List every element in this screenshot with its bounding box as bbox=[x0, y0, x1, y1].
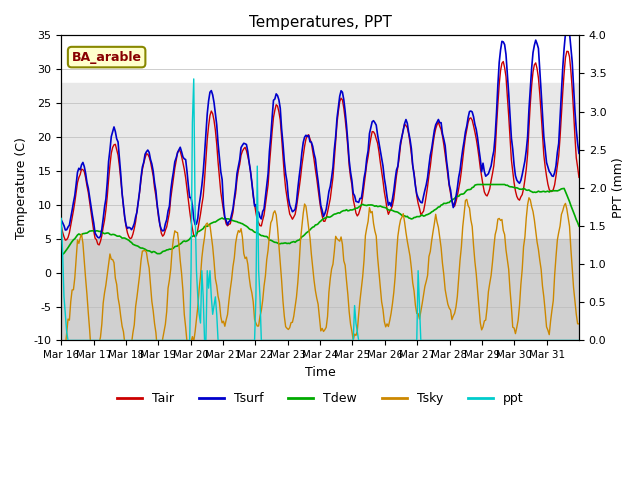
Bar bbox=[61, 239, 579, 340]
Bar bbox=[61, 83, 579, 239]
Y-axis label: PPT (mm): PPT (mm) bbox=[612, 157, 625, 218]
Text: BA_arable: BA_arable bbox=[72, 50, 141, 63]
X-axis label: Time: Time bbox=[305, 366, 335, 379]
Title: Temperatures, PPT: Temperatures, PPT bbox=[249, 15, 392, 30]
Y-axis label: Temperature (C): Temperature (C) bbox=[15, 137, 28, 239]
Legend: Tair, Tsurf, Tdew, Tsky, ppt: Tair, Tsurf, Tdew, Tsky, ppt bbox=[111, 387, 529, 410]
